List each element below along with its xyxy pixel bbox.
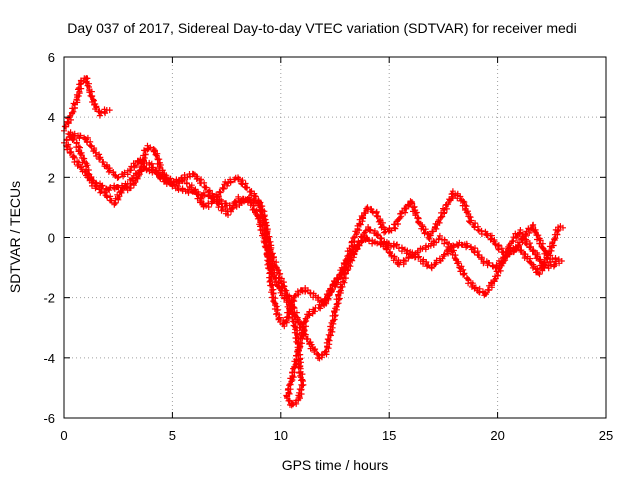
- x-tick-label: 25: [599, 428, 613, 443]
- point-markers: [61, 75, 113, 134]
- chart-title: Day 037 of 2017, Sidereal Day-to-day VTE…: [67, 20, 576, 36]
- point-markers: [61, 130, 559, 330]
- x-axis-label: GPS time / hours: [282, 457, 389, 473]
- data-points: [61, 75, 566, 409]
- series-track-a: [61, 75, 113, 134]
- x-tick-label: 5: [169, 428, 176, 443]
- x-tick-label: 20: [490, 428, 504, 443]
- y-tick-label: 6: [48, 50, 55, 65]
- y-tick-label: -2: [43, 291, 55, 306]
- series-track-b: [61, 130, 559, 330]
- y-tick-label: 4: [48, 110, 55, 125]
- y-tick-label: 2: [48, 170, 55, 185]
- y-axis-label: SDTVAR / TECUs: [7, 181, 23, 293]
- y-tick-label: -4: [43, 351, 55, 366]
- axis-ticks: 0 5 10 15 20 25 -6 -4 -2 0 2 4 6: [43, 50, 613, 443]
- x-tick-label: 0: [60, 428, 67, 443]
- grid-lines: [64, 57, 606, 418]
- point-markers: [65, 129, 566, 409]
- x-tick-label: 10: [274, 428, 288, 443]
- x-tick-label: 15: [382, 428, 396, 443]
- y-tick-label: 0: [48, 231, 55, 246]
- y-tick-label: -6: [43, 411, 55, 426]
- series-track-d: [65, 129, 566, 409]
